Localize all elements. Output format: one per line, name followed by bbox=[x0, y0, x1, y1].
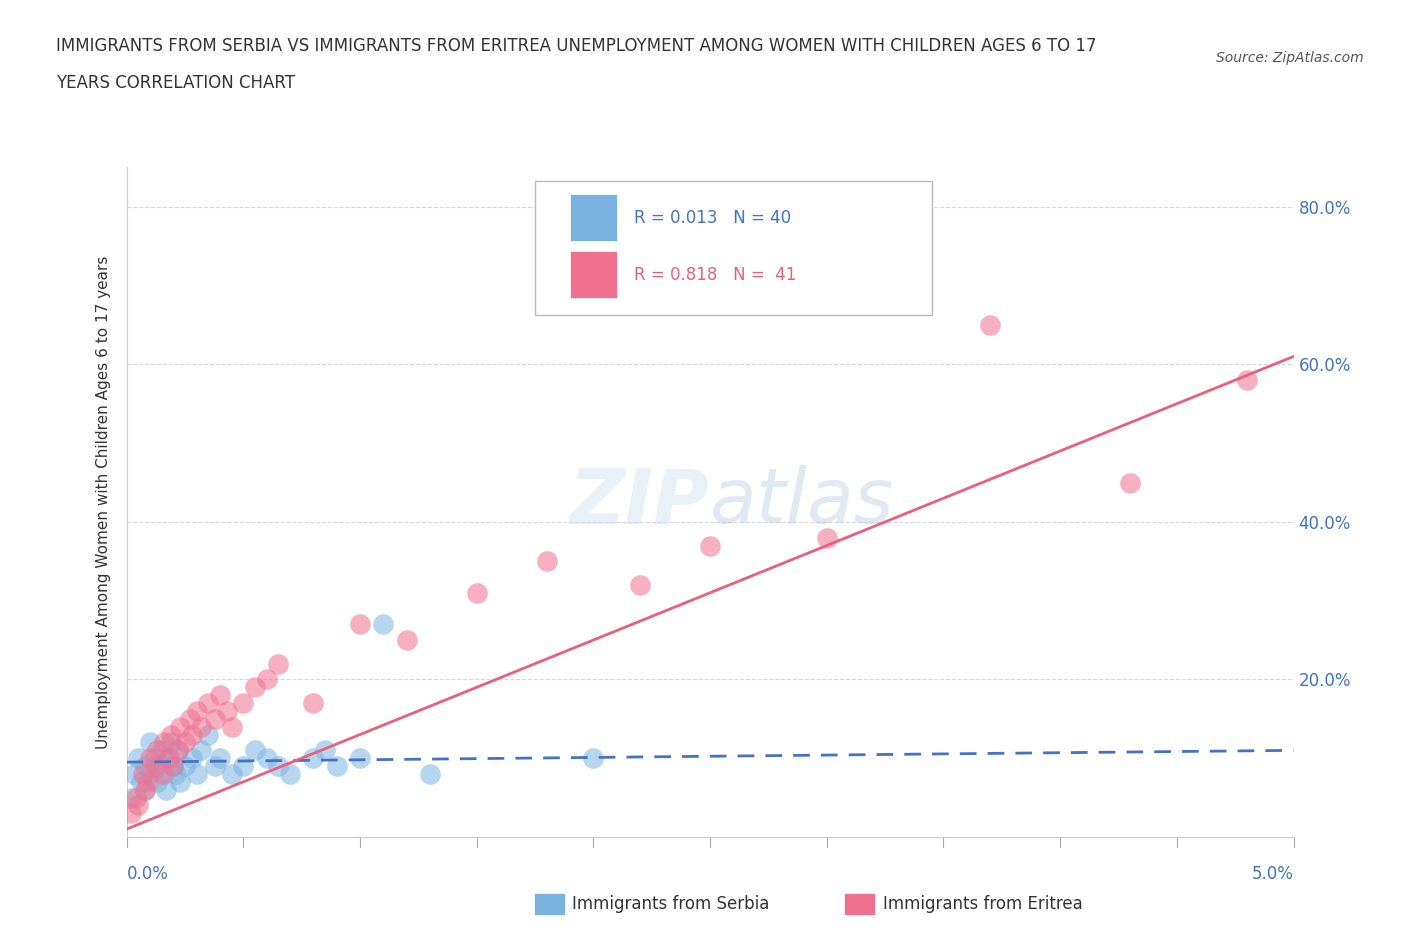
Text: 0.0%: 0.0% bbox=[127, 865, 169, 883]
Point bbox=[174, 735, 197, 750]
Point bbox=[134, 782, 156, 797]
Point bbox=[979, 317, 1001, 332]
Point bbox=[1119, 475, 1142, 490]
Point bbox=[136, 775, 159, 790]
Point bbox=[180, 751, 202, 765]
Point bbox=[278, 766, 301, 781]
Text: IMMIGRANTS FROM SERBIA VS IMMIGRANTS FROM ERITREA UNEMPLOYMENT AMONG WOMEN WITH : IMMIGRANTS FROM SERBIA VS IMMIGRANTS FRO… bbox=[56, 37, 1097, 55]
Point bbox=[221, 719, 243, 734]
Text: Source: ZipAtlas.com: Source: ZipAtlas.com bbox=[1216, 51, 1364, 65]
Text: ZIP: ZIP bbox=[571, 465, 710, 539]
Point bbox=[146, 743, 169, 758]
Point bbox=[148, 759, 170, 774]
Point bbox=[180, 727, 202, 742]
Point bbox=[197, 696, 219, 711]
Point bbox=[150, 766, 173, 781]
Point bbox=[267, 759, 290, 774]
Point bbox=[134, 759, 156, 774]
Point bbox=[162, 759, 184, 774]
Point bbox=[465, 585, 488, 600]
Point bbox=[243, 680, 266, 695]
Point bbox=[153, 735, 176, 750]
Point bbox=[143, 751, 166, 765]
Point bbox=[628, 578, 651, 592]
Point bbox=[208, 688, 231, 703]
Point bbox=[139, 735, 162, 750]
Point bbox=[349, 617, 371, 631]
Point bbox=[169, 775, 191, 790]
Point bbox=[129, 775, 152, 790]
Point bbox=[190, 719, 212, 734]
Point bbox=[419, 766, 441, 781]
Point bbox=[155, 782, 177, 797]
Point bbox=[125, 790, 148, 805]
Point bbox=[302, 696, 325, 711]
Point bbox=[174, 759, 197, 774]
Point bbox=[221, 766, 243, 781]
Point bbox=[1236, 373, 1258, 388]
Point bbox=[186, 766, 208, 781]
FancyBboxPatch shape bbox=[569, 251, 617, 298]
Point bbox=[314, 743, 336, 758]
Point bbox=[120, 790, 142, 805]
Point bbox=[232, 696, 254, 711]
Point bbox=[139, 751, 162, 765]
Point bbox=[204, 759, 226, 774]
Point bbox=[157, 751, 180, 765]
Point bbox=[373, 617, 395, 631]
Text: Immigrants from Eritrea: Immigrants from Eritrea bbox=[883, 895, 1083, 913]
Point bbox=[153, 766, 176, 781]
Point bbox=[208, 751, 231, 765]
Point bbox=[122, 766, 145, 781]
Text: R = 0.013   N = 40: R = 0.013 N = 40 bbox=[634, 208, 792, 227]
Point bbox=[325, 759, 347, 774]
Point bbox=[349, 751, 371, 765]
Text: Immigrants from Serbia: Immigrants from Serbia bbox=[572, 895, 769, 913]
Point bbox=[169, 719, 191, 734]
Point bbox=[215, 703, 238, 718]
Point bbox=[157, 751, 180, 765]
Point bbox=[160, 735, 183, 750]
Point bbox=[165, 766, 187, 781]
Point bbox=[256, 672, 278, 687]
Text: atlas: atlas bbox=[710, 465, 894, 539]
Point bbox=[167, 743, 190, 758]
Point bbox=[127, 751, 149, 765]
Point bbox=[204, 711, 226, 726]
Point bbox=[139, 766, 162, 781]
Point bbox=[186, 703, 208, 718]
Point bbox=[232, 759, 254, 774]
Point bbox=[815, 530, 838, 545]
Point bbox=[150, 743, 173, 758]
Point bbox=[582, 751, 605, 765]
Point bbox=[179, 711, 201, 726]
Point bbox=[243, 743, 266, 758]
Point bbox=[134, 782, 156, 797]
Point bbox=[302, 751, 325, 765]
FancyBboxPatch shape bbox=[534, 180, 932, 314]
Text: 5.0%: 5.0% bbox=[1251, 865, 1294, 883]
Point bbox=[167, 743, 190, 758]
Point bbox=[162, 759, 184, 774]
FancyBboxPatch shape bbox=[569, 194, 617, 241]
Point bbox=[395, 632, 418, 647]
Text: R = 0.818   N =  41: R = 0.818 N = 41 bbox=[634, 266, 797, 284]
Point bbox=[197, 727, 219, 742]
Point bbox=[127, 798, 149, 813]
Text: YEARS CORRELATION CHART: YEARS CORRELATION CHART bbox=[56, 74, 295, 92]
Y-axis label: Unemployment Among Women with Children Ages 6 to 17 years: Unemployment Among Women with Children A… bbox=[96, 256, 111, 749]
Point bbox=[536, 554, 558, 569]
Point bbox=[120, 806, 142, 821]
Point bbox=[699, 538, 721, 553]
Point bbox=[160, 727, 183, 742]
Point bbox=[267, 657, 290, 671]
Point bbox=[143, 759, 166, 774]
Point bbox=[132, 766, 155, 781]
Point bbox=[190, 743, 212, 758]
Point bbox=[256, 751, 278, 765]
Point bbox=[146, 775, 169, 790]
